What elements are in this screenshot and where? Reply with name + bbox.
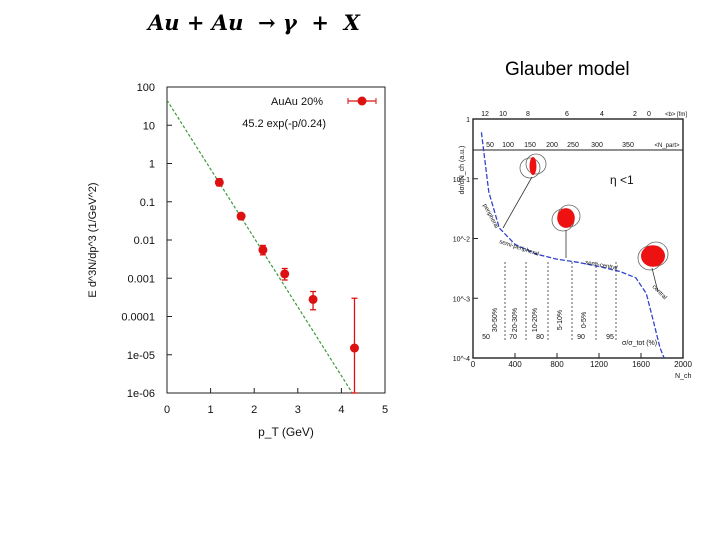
pointer-arrow <box>651 267 659 293</box>
npart-tick-label: 250 <box>567 142 579 149</box>
npart-bin-label: 50 <box>482 334 490 341</box>
x-tick-label: 0 <box>164 404 170 416</box>
y-tick-label: 1 <box>466 117 470 124</box>
overlap-region <box>641 245 665 267</box>
npart-tick-label: 200 <box>546 142 558 149</box>
y-axis-label: E d^3N/dp^3 (1/GeV^2) <box>87 182 99 297</box>
npart-tick-label: 100 <box>502 142 514 149</box>
multiplicity-curve <box>480 132 665 359</box>
x-axis-label: N_ch <box>675 373 691 380</box>
npart-bin-label: 80 <box>536 334 544 341</box>
y-tick-label: 0.001 <box>127 273 155 285</box>
x-tick-label: 1200 <box>590 360 608 369</box>
b-tick-label: 4 <box>600 111 604 118</box>
legend-marker <box>357 96 367 106</box>
npart-tick-label: 50 <box>486 142 494 149</box>
y-axis-label: dσ/dN_ch (a.u.) <box>459 146 466 195</box>
y-tick-label: 0.1 <box>140 197 155 209</box>
y-tick-label: 10^-1 <box>453 177 470 184</box>
eta-label: η <1 <box>610 173 634 187</box>
slide-title: Au + Au → γ + X <box>148 10 360 35</box>
b-axis-label: <b> [fm] <box>665 112 687 118</box>
b-tick-label: 0 <box>647 111 651 118</box>
y-tick-label: 10^-4 <box>453 356 470 363</box>
y-tick-label: 100 <box>137 82 155 94</box>
centrality-bin-label: 20-30% <box>512 308 519 332</box>
legend-marker-label: AuAu 20% <box>271 96 323 108</box>
photon-chart-points <box>214 177 359 394</box>
photon-chart-axes: 0 1 2 3 4 5 1e-06 1e-05 0.0001 0.001 0.01 0.1 1 10 100… <box>87 82 388 439</box>
nucleus-circle <box>525 153 547 175</box>
y-tick-label: 0.0001 <box>121 312 155 324</box>
sigma-caption: σ/σ_tot (%) <box>622 340 657 347</box>
pointer-arrow <box>502 176 533 229</box>
data-point <box>349 343 359 353</box>
data-point <box>236 211 246 221</box>
b-tick-label: 12 <box>481 111 489 118</box>
npart-tick-label: 150 <box>524 142 536 149</box>
photon-chart-legend: AuAu 20% 45.2 exp(-p/0.24) <box>242 96 377 130</box>
npart-bin-label: 95 <box>606 334 614 341</box>
x-tick-label: 2000 <box>674 360 692 369</box>
x-axis-label: p_T (GeV) <box>258 425 314 439</box>
data-point <box>214 177 224 187</box>
x-tick-label: 1600 <box>632 360 650 369</box>
glauber-chart-curve <box>480 132 665 359</box>
data-point <box>280 269 290 279</box>
overlap-region <box>529 157 537 175</box>
photon-chart-fit-line <box>166 99 353 394</box>
npart-axis-label: <N_part> <box>654 143 680 149</box>
x-tick-label: 1 <box>208 404 214 416</box>
x-tick-label: 0 <box>471 360 476 369</box>
y-tick-label: 10 <box>143 120 155 132</box>
centrality-bin-label: 5-10% <box>557 310 564 330</box>
centrality-bin-label: 10-20% <box>532 308 539 332</box>
npart-tick-label: 300 <box>591 142 603 149</box>
y-tick-label: 10^-2 <box>453 237 470 244</box>
b-tick-label: 2 <box>633 111 637 118</box>
legend-fit-label: 45.2 exp(-p/0.24) <box>242 118 326 130</box>
data-point <box>258 245 268 255</box>
npart-tick-label: 350 <box>622 142 634 149</box>
x-tick-label: 3 <box>295 404 301 416</box>
y-tick-label: 0.01 <box>134 235 155 247</box>
x-tick-label: 4 <box>338 404 344 416</box>
fit-curve <box>166 99 353 394</box>
y-tick-label: 1e-05 <box>127 350 155 362</box>
npart-bin-label: 90 <box>577 334 585 341</box>
b-tick-label: 8 <box>526 111 530 118</box>
overlap-region <box>557 208 575 228</box>
centrality-bin-label: 0-5% <box>581 312 588 328</box>
b-tick-label: 6 <box>565 111 569 118</box>
x-tick-label: 5 <box>382 404 388 416</box>
region-label: semi-central <box>585 260 618 272</box>
nucleus-circle <box>519 157 541 179</box>
x-tick-label: 800 <box>550 360 564 369</box>
data-point <box>308 294 318 304</box>
glauber-model-caption: Glauber model <box>505 59 630 80</box>
x-tick-label: 2 <box>251 404 257 416</box>
npart-bin-label: 70 <box>509 334 517 341</box>
y-tick-label: 10^-3 <box>453 296 470 303</box>
centrality-bin-label: 30-50% <box>492 308 499 332</box>
glauber-chart-axes: 0 400 800 1200 1600 2000N_ch10^-410^-310^-210… <box>453 104 692 380</box>
b-tick-label: 10 <box>499 111 507 118</box>
y-tick-label: 1e-06 <box>127 388 155 400</box>
y-tick-label: 1 <box>149 159 155 171</box>
x-tick-label: 400 <box>508 360 522 369</box>
